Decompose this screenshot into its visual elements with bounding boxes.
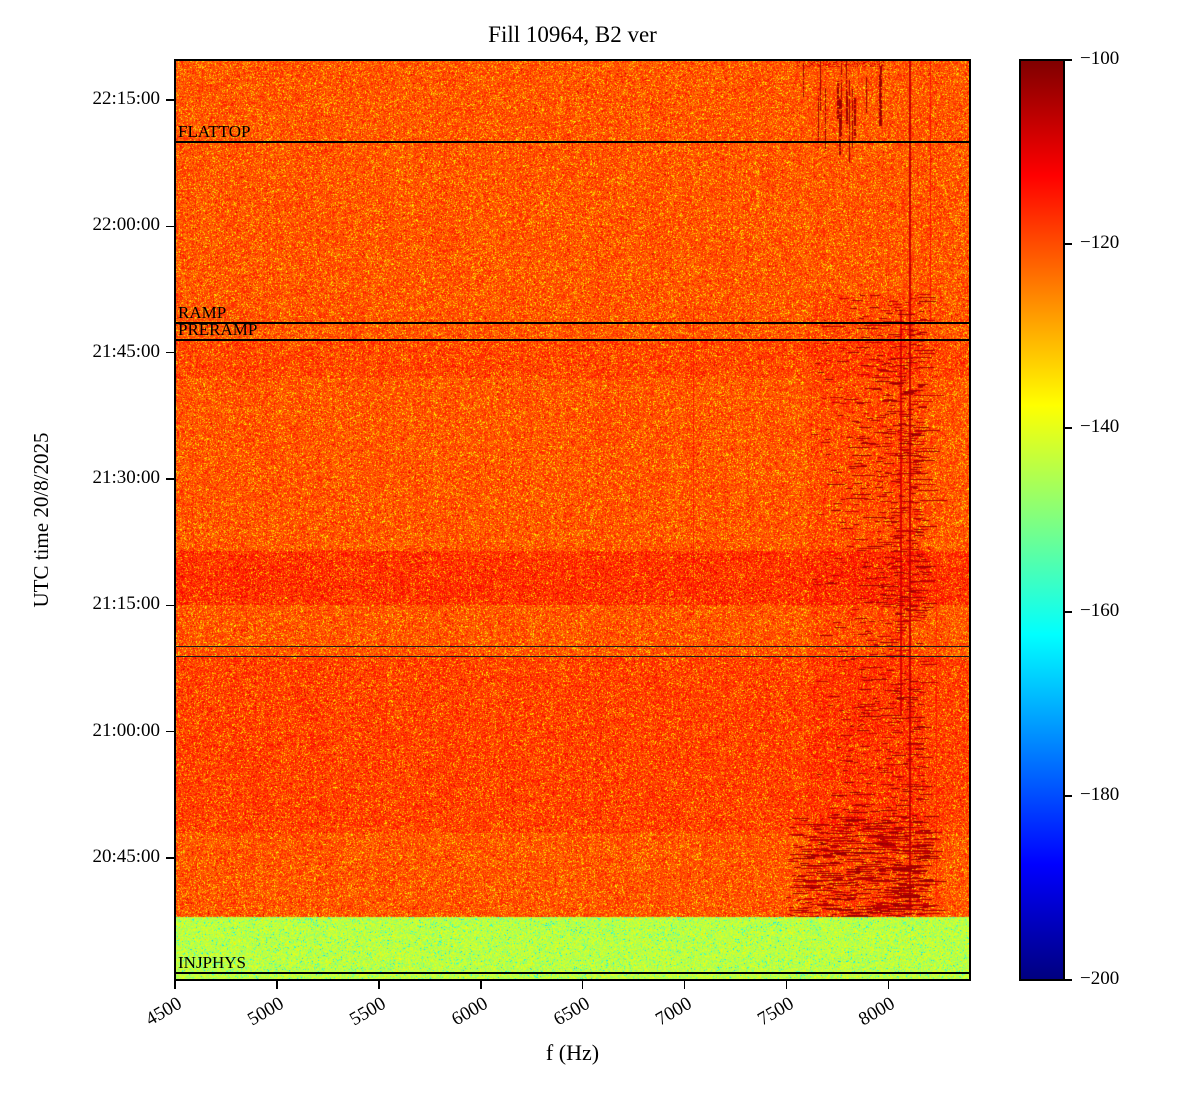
colorbar-tick-label: −200 <box>1080 968 1120 989</box>
colorbar-tick <box>1065 611 1072 613</box>
beam-mode-line-preramp <box>175 339 970 341</box>
colorbar-tick <box>1065 243 1072 245</box>
y-tick-label: 21:15:00 <box>92 593 160 615</box>
y-tick <box>166 604 174 606</box>
colorbar-tick-label: −140 <box>1080 416 1120 437</box>
unlabeled-line-2 <box>175 656 970 658</box>
x-tick <box>378 981 380 989</box>
chart-title: Fill 10964, B2 ver <box>488 22 657 47</box>
y-tick <box>166 99 174 101</box>
y-tick-label: 20:45:00 <box>92 845 160 867</box>
x-tick <box>480 981 482 989</box>
colorbar-tick <box>1065 979 1072 981</box>
y-tick <box>166 478 174 480</box>
colorbar-tick <box>1065 795 1072 797</box>
y-tick <box>166 225 174 228</box>
beam-mode-label-ramp: RAMP <box>178 303 227 323</box>
beam-mode-label-preramp: PRERAMP <box>178 320 258 339</box>
colorbar-tick-label: −160 <box>1080 600 1120 621</box>
x-tick <box>174 981 176 989</box>
y-tick-label: 21:30:00 <box>92 466 160 488</box>
unlabeled-line-1 <box>175 645 970 647</box>
y-axis-label: UTC time 20/8/2025 <box>29 432 53 608</box>
y-tick <box>166 730 174 733</box>
colorbar-tick <box>1065 427 1072 429</box>
y-tick-label: 21:45:00 <box>92 340 160 362</box>
beam-mode-label-injphys: INJPHYS <box>178 952 247 972</box>
beam-mode-line-injphys <box>175 971 970 974</box>
y-tick <box>166 351 174 354</box>
x-tick <box>785 981 788 989</box>
beam-mode-label-flattop: FLATTOP <box>178 122 251 142</box>
colorbar-tick-label: −120 <box>1080 232 1120 253</box>
y-tick-label: 22:15:00 <box>92 88 160 109</box>
spectrogram-canvas <box>175 60 970 980</box>
y-tick <box>166 857 174 859</box>
colorbar-tick <box>1065 59 1072 61</box>
x-tick <box>276 981 278 989</box>
x-axis-label: f (Hz) <box>545 1040 600 1065</box>
x-tick <box>887 981 890 989</box>
colorbar-tick-label: −180 <box>1080 784 1120 805</box>
y-tick-label: 21:00:00 <box>92 719 160 741</box>
beam-mode-line-ramp <box>175 322 970 325</box>
x-tick <box>581 981 584 989</box>
x-tick <box>683 981 686 989</box>
y-tick-label: 22:00:00 <box>92 214 160 236</box>
beam-mode-line-flattop <box>175 141 970 144</box>
colorbar-gradient <box>1019 59 1065 981</box>
colorbar-tick-label: −100 <box>1080 48 1120 69</box>
x-tick-label: 4500 <box>142 993 186 1031</box>
